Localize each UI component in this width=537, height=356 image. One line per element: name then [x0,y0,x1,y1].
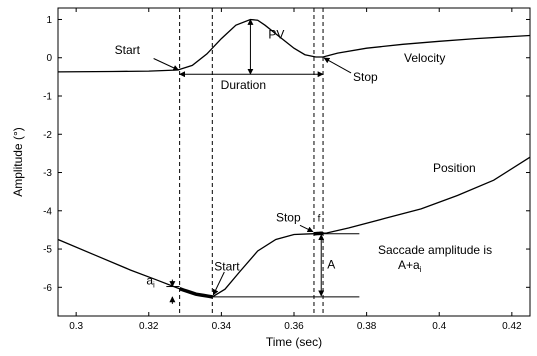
y-tick-label: -4 [43,206,52,217]
stop-top-arrow [323,57,352,74]
velocity-series-label: Velocity [404,51,445,65]
y-axis-label: Amplitude (°) [11,127,25,197]
start-top-arrow [153,58,180,71]
position-line [57,156,531,298]
saccade-amplitude-line1: Saccade amplitude is [378,243,492,257]
stop-top-label: Stop [353,70,378,84]
start-bottom-arrow [212,271,225,296]
stop-bottom-arrow [299,224,314,233]
ai-label: ai [146,274,155,290]
x-tick-label: 0.32 [139,321,159,332]
y-tick-label: 1 [46,15,52,26]
x-tick-label: 0.4 [432,321,446,332]
position-series-label: Position [433,161,476,175]
x-tick-label: 0.36 [284,321,304,332]
annotations: Duration PV Start Stop Velocity Position Stop f… [115,18,492,304]
duration-label: Duration [221,78,266,92]
y-tick-label: -2 [43,130,52,141]
x-axis-label: Time (sec) [266,335,322,349]
x-tick-label: 0.34 [212,321,232,332]
y-tick-label: -6 [43,283,52,294]
series-group [57,18,531,299]
amplitude-a-label: A [327,257,335,271]
x-tick-label: 0.42 [502,321,522,332]
axis-ticks: 0.3 0.32 0.34 0.36 0.38 0.4 0.42 1 0 -1 -2 -3 -4 -5 -6 [43,8,530,332]
guide-lines [179,8,324,316]
pv-label: PV [268,28,284,42]
velocity-line [57,18,531,73]
stop-bottom-label: Stop [276,210,301,224]
y-tick-label: -3 [43,168,52,179]
x-tick-label: 0.3 [69,321,83,332]
start-top-label: Start [115,43,141,57]
f-label: f [318,213,321,224]
y-tick-label: -5 [43,245,52,256]
start-bottom-label: Start [214,259,240,273]
x-tick-label: 0.38 [357,321,377,332]
position-start-segment [179,287,213,299]
y-tick-label: -1 [43,92,52,103]
saccade-amplitude-line2: A+ai [398,258,422,274]
y-tick-label: 0 [46,53,52,64]
